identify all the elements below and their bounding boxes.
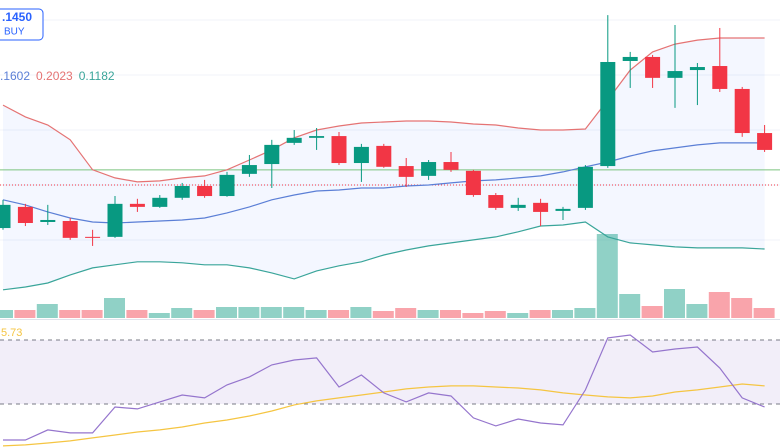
candle-body	[622, 56, 638, 61]
band-line	[2, 37, 765, 183]
volume-bar	[283, 307, 305, 318]
candle-body	[107, 203, 123, 237]
rsi-label: 5.73	[1, 327, 22, 339]
candle-body	[712, 66, 728, 89]
volume-bar	[484, 311, 506, 318]
candle-body	[353, 146, 369, 164]
volume-bar	[81, 310, 103, 318]
candle-body	[533, 202, 549, 212]
candle-body	[241, 165, 257, 174]
candle-body	[555, 208, 571, 211]
candle-body	[510, 204, 526, 208]
volume-bar	[238, 307, 260, 318]
candle-body	[689, 67, 705, 71]
candle-body	[600, 61, 616, 167]
price-label[interactable]: .1450 BUY	[0, 8, 44, 41]
volume-bar	[552, 310, 573, 318]
volume-bar	[529, 310, 551, 318]
candle-body	[443, 162, 459, 170]
candle-body	[488, 195, 504, 208]
candle-body	[465, 170, 481, 196]
candle-body	[667, 71, 683, 78]
candle-body	[645, 56, 661, 78]
rsi-ma-line	[2, 383, 765, 447]
candle-body	[398, 166, 414, 177]
legend: .1602 0.2023 0.1182	[0, 69, 115, 83]
volume-bar	[260, 307, 282, 318]
volume-bar	[126, 310, 148, 318]
volume-bar	[619, 294, 641, 318]
candle-body	[577, 166, 593, 208]
candle-body	[152, 197, 168, 207]
candle-body	[129, 203, 145, 207]
volume-bar	[148, 313, 170, 318]
volume-bar	[0, 310, 13, 318]
volume-bar	[440, 310, 461, 318]
price-label-value: .1450	[2, 10, 32, 24]
candle-body	[331, 136, 347, 164]
volume-bar	[753, 308, 775, 318]
candle-body	[85, 236, 101, 238]
candle-body	[757, 133, 773, 150]
volume-bar	[708, 292, 730, 318]
candle-body	[62, 220, 78, 238]
candle-body	[376, 145, 392, 167]
volume-bar	[36, 304, 58, 318]
candle-body	[734, 88, 750, 134]
candle-body	[286, 137, 302, 143]
volume-bar	[328, 310, 349, 318]
band-line	[2, 142, 765, 224]
candle-body	[174, 185, 190, 198]
candle-body	[309, 136, 325, 138]
legend-value: .1602	[0, 69, 30, 83]
volume-bar	[641, 306, 663, 318]
candle-body	[264, 144, 280, 165]
volume-bar	[417, 310, 439, 318]
volume-bar	[462, 313, 484, 318]
legend-value: 0.2023	[36, 69, 73, 83]
candle-body	[17, 206, 33, 224]
volume-bar	[193, 310, 215, 318]
volume-bar	[14, 310, 36, 318]
volume-bar	[104, 298, 125, 318]
volume-bar	[372, 311, 394, 318]
price-label-action: BUY	[4, 27, 25, 38]
candle-body	[219, 174, 235, 197]
volume-bar	[395, 308, 417, 318]
volume-bar	[731, 298, 753, 318]
volume-bar	[664, 289, 685, 318]
volume-bar	[574, 308, 596, 318]
candle-body	[40, 219, 56, 222]
volume-bar	[686, 304, 708, 318]
volume-bar	[59, 310, 81, 318]
candle-body	[197, 185, 213, 197]
plot: 5.73	[0, 15, 780, 447]
band-line	[2, 221, 765, 291]
candle-body	[421, 162, 437, 176]
candle-body	[0, 204, 11, 229]
volume-bar	[216, 307, 237, 318]
volume-bar	[507, 313, 529, 318]
price-label-box[interactable]	[0, 8, 44, 41]
volume-bar	[350, 307, 372, 318]
legend-value: 0.1182	[79, 69, 115, 83]
volume-bar	[171, 308, 193, 318]
rsi-line	[3, 334, 765, 441]
volume-bar	[596, 234, 618, 318]
volume-bar	[305, 310, 327, 318]
